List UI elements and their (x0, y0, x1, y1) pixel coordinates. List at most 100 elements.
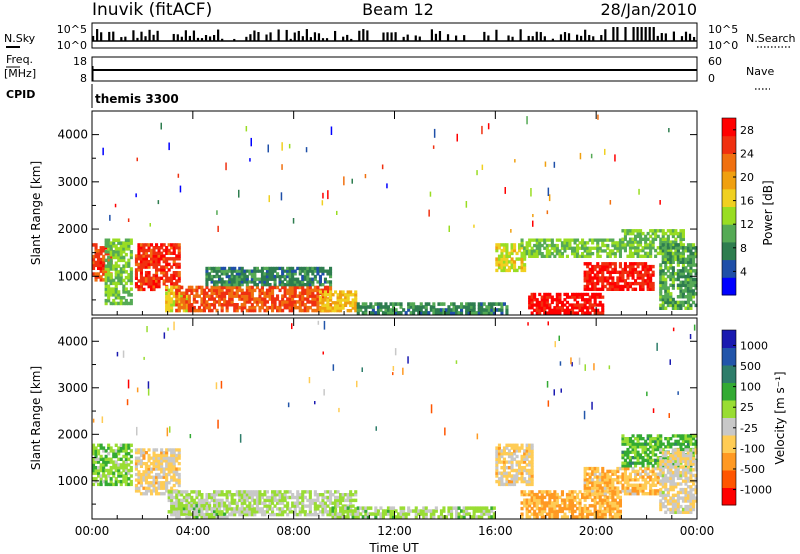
data-cell (296, 305, 300, 310)
data-cell (666, 251, 670, 256)
data-cell (175, 297, 179, 301)
data-cell (550, 252, 554, 256)
data-cell (583, 466, 587, 471)
data-cell (434, 311, 438, 315)
data-cell (520, 251, 524, 256)
data-cell (213, 504, 217, 508)
data-cell (197, 512, 201, 517)
data-cell (520, 477, 524, 481)
data-cell (576, 238, 580, 242)
data-cell (208, 266, 212, 271)
data-cell (346, 506, 350, 510)
data-cell (626, 450, 630, 454)
data-cell (523, 466, 527, 470)
data-cell (608, 475, 612, 479)
data-cell (563, 512, 567, 516)
data-cell (644, 469, 648, 474)
data-cell (218, 303, 222, 307)
data-cell (528, 501, 532, 505)
data-cell (313, 498, 317, 503)
data-cell (500, 474, 504, 478)
data-cell (301, 490, 305, 494)
data-cell (553, 298, 557, 302)
data-cell (109, 479, 113, 484)
data-cell (286, 288, 290, 293)
data-cell (611, 249, 615, 253)
data-cell (427, 509, 431, 513)
data-cell (318, 493, 322, 497)
data-cell (535, 308, 539, 312)
data-cell (303, 291, 307, 295)
data-cell (502, 452, 506, 456)
data-cell (528, 471, 532, 475)
data-cell (260, 266, 264, 271)
data-cell (298, 300, 302, 304)
data-cell (263, 274, 267, 279)
data-cell (374, 512, 378, 516)
data-cell (202, 504, 206, 508)
data-cell (583, 243, 587, 248)
data-cell (152, 257, 156, 261)
data-cell (603, 276, 607, 280)
data-cell (674, 240, 678, 244)
data-cell (626, 281, 630, 286)
data-cell (228, 269, 232, 273)
data-cell (235, 490, 239, 494)
data-cell (104, 275, 108, 280)
data-cell (364, 506, 368, 510)
data-cell (243, 274, 247, 279)
nsky-bar (265, 34, 268, 41)
data-cell (127, 468, 131, 473)
data-cell (636, 456, 640, 460)
data-cell (301, 510, 305, 514)
data-cell (548, 306, 552, 310)
data-cell (273, 274, 277, 279)
nsky-bar (269, 32, 272, 41)
data-cell (268, 512, 272, 517)
data-cell (679, 300, 683, 305)
data-cell (255, 285, 259, 290)
data-cell (661, 234, 665, 239)
data-cell (301, 308, 305, 313)
data-cell (160, 475, 164, 479)
data-cell (684, 249, 688, 253)
data-cell (623, 267, 627, 272)
data-cell (253, 277, 257, 281)
data-cell (379, 512, 383, 516)
data-cell (588, 273, 592, 277)
data-cell (507, 471, 511, 475)
data-cell (129, 241, 133, 245)
data-cell (112, 301, 116, 306)
data-cell (155, 257, 159, 261)
data-cell (160, 481, 164, 485)
data-cell (492, 506, 496, 510)
data-cell (450, 311, 454, 315)
data-speck (546, 210, 549, 215)
data-cell (394, 308, 398, 312)
data-cell (298, 266, 302, 271)
data-cell (674, 231, 678, 236)
data-cell (260, 285, 264, 290)
data-cell (334, 509, 338, 513)
data-cell (644, 264, 648, 269)
data-cell (263, 272, 267, 276)
data-cell (265, 504, 269, 508)
data-cell (160, 462, 164, 466)
data-cell (578, 509, 582, 514)
data-cell (568, 509, 572, 514)
data-cell (636, 483, 640, 487)
data-cell (510, 457, 514, 461)
nsky-bar (293, 32, 296, 41)
data-cell (308, 507, 312, 511)
data-cell (649, 489, 653, 493)
data-cell (127, 477, 131, 481)
data-cell (644, 281, 648, 286)
data-cell (664, 437, 668, 441)
data-cell (671, 240, 675, 244)
data-cell (271, 498, 275, 503)
data-cell (444, 515, 448, 519)
data-cell (326, 495, 330, 500)
data-cell (182, 303, 186, 307)
data-cell (689, 306, 693, 310)
data-cell (641, 281, 645, 286)
